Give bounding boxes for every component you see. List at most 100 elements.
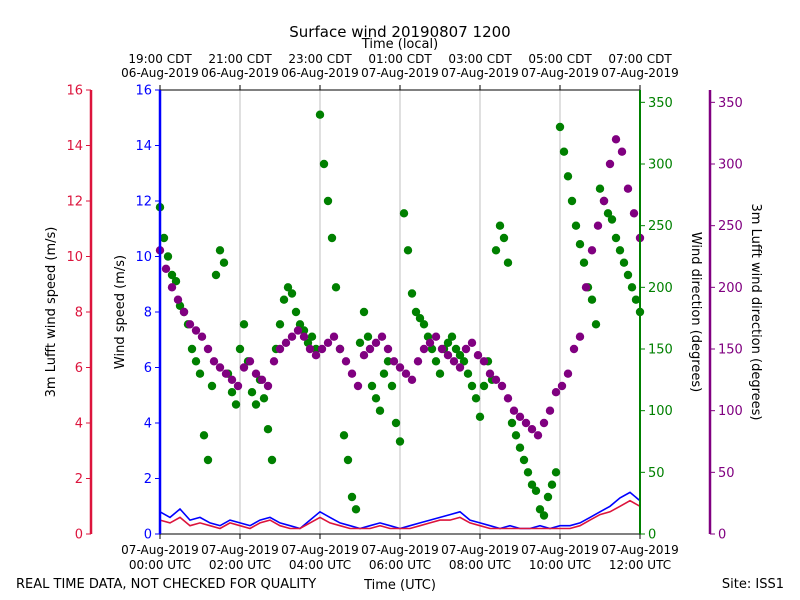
data-point-3m-lufft-wind-direction <box>371 338 381 347</box>
data-point-wind-direction <box>479 381 489 391</box>
data-point-wind-direction <box>383 357 393 366</box>
data-point-wind-direction <box>587 295 597 304</box>
data-point-wind-direction <box>623 270 633 280</box>
data-point-3m-lufft-wind-direction <box>575 332 585 341</box>
data-point-3m-lufft-wind-direction <box>293 326 303 335</box>
bottom-x-tick-time: 02:00 UTC <box>209 558 271 572</box>
data-point-3m-lufft-wind-direction <box>425 338 435 347</box>
data-point-wind-direction <box>391 418 401 428</box>
data-point-3m-lufft-wind-direction <box>527 425 537 434</box>
data-point-3m-lufft-wind-direction <box>545 406 555 415</box>
data-point-wind-direction <box>539 511 549 520</box>
data-point-3m-lufft-wind-direction <box>413 357 423 366</box>
wind-direction-tick-label: 300 <box>648 158 673 173</box>
data-point-wind-direction <box>435 369 445 378</box>
data-point-wind-direction <box>279 295 289 304</box>
data-point-wind-direction <box>251 400 261 409</box>
data-point-3m-lufft-wind-direction <box>401 369 411 378</box>
data-point-wind-direction <box>187 344 197 354</box>
wind-direction-tick-label: 250 <box>648 219 673 234</box>
data-point-3m-lufft-wind-direction <box>221 369 231 378</box>
data-point-3m-lufft-wind-direction <box>377 332 387 341</box>
top-x-tick-date: 07-Aug-2019 <box>601 66 679 80</box>
data-point-wind-direction <box>419 320 429 329</box>
data-point-wind-direction <box>463 369 473 378</box>
data-point-3m-lufft-wind-direction <box>317 344 327 354</box>
data-point-wind-direction <box>211 270 221 280</box>
data-point-3m-lufft-wind-direction <box>455 363 465 372</box>
lufft-speed-tick-label: 8 <box>75 306 83 321</box>
data-point-wind-direction <box>515 443 525 452</box>
top-x-tick-time: 01:00 CDT <box>368 52 432 66</box>
data-point-wind-direction <box>431 357 441 366</box>
data-point-3m-lufft-wind-direction <box>329 332 339 341</box>
data-point-3m-lufft-wind-direction <box>539 418 549 428</box>
top-x-tick-time: 03:00 CDT <box>448 52 512 66</box>
data-point-3m-lufft-wind-direction <box>299 332 309 341</box>
data-point-wind-direction <box>547 480 557 489</box>
data-point-wind-direction <box>395 437 405 446</box>
lufft-speed-tick-label: 4 <box>75 417 83 432</box>
data-point-wind-direction <box>323 196 333 206</box>
data-point-3m-lufft-wind-direction <box>191 326 201 335</box>
bottom-x-tick-date: 07-Aug-2019 <box>521 543 599 557</box>
lufft-direction-tick-label: 300 <box>718 158 743 173</box>
data-point-3m-lufft-wind-direction <box>503 394 513 403</box>
data-point-wind-direction <box>191 357 201 366</box>
data-point-3m-lufft-wind-direction <box>581 283 591 292</box>
data-point-wind-direction <box>343 455 353 465</box>
data-point-wind-direction <box>307 332 317 341</box>
data-point-wind-direction <box>451 344 461 354</box>
top-axis-label: Time (local) <box>361 37 438 52</box>
data-point-wind-direction <box>203 455 213 465</box>
data-point-3m-lufft-wind-direction <box>599 196 609 206</box>
data-point-3m-lufft-wind-direction <box>509 406 519 415</box>
lufft-direction-tick-label: 350 <box>718 96 743 111</box>
data-point-wind-direction <box>363 332 373 341</box>
data-point-3m-lufft-wind-direction <box>179 307 189 317</box>
bottom-axis-label: Time (UTC) <box>363 578 436 593</box>
data-point-3m-lufft-wind-direction <box>197 332 207 341</box>
wind-direction-tick-label: 0 <box>648 528 656 543</box>
data-point-3m-lufft-wind-direction <box>305 344 315 354</box>
data-point-3m-lufft-wind-direction <box>497 381 507 391</box>
data-point-3m-lufft-wind-direction <box>251 369 261 378</box>
lufft-direction-tick-label: 50 <box>718 466 735 481</box>
wind-speed-tick-label: 2 <box>144 472 152 487</box>
data-point-wind-direction <box>495 221 505 230</box>
data-point-wind-direction <box>595 184 605 193</box>
wind-speed-tick-label: 12 <box>135 195 152 210</box>
data-point-wind-direction <box>607 215 617 224</box>
data-point-wind-direction <box>579 258 589 267</box>
top-x-tick-time: 23:00 CDT <box>288 52 352 66</box>
data-point-wind-direction <box>231 400 241 409</box>
data-point-3m-lufft-wind-direction <box>569 344 579 354</box>
data-point-wind-direction <box>403 246 413 255</box>
bottom-x-tick-date: 07-Aug-2019 <box>601 543 679 557</box>
lufft-speed-tick-label: 16 <box>66 84 83 99</box>
data-point-wind-direction <box>567 196 577 206</box>
data-point-3m-lufft-wind-direction <box>479 357 489 366</box>
data-point-wind-direction <box>415 314 425 323</box>
data-point-wind-direction <box>227 388 237 397</box>
data-point-3m-lufft-wind-direction <box>383 344 393 354</box>
wind-direction-tick-label: 100 <box>648 404 673 419</box>
data-point-wind-direction <box>275 320 285 329</box>
data-point-3m-lufft-wind-direction <box>431 332 441 341</box>
data-point-3m-lufft-wind-direction <box>239 363 249 372</box>
data-point-wind-direction <box>471 394 481 403</box>
data-point-wind-direction <box>531 486 541 495</box>
lufft-direction-tick-label: 200 <box>718 281 743 296</box>
data-point-wind-direction <box>267 455 277 465</box>
data-point-wind-direction <box>219 258 229 267</box>
data-point-3m-lufft-wind-direction <box>605 159 615 169</box>
wind-speed-tick-label: 4 <box>144 417 152 432</box>
bottom-x-tick-date: 07-Aug-2019 <box>201 543 279 557</box>
data-point-3m-lufft-wind-direction <box>287 332 297 341</box>
data-point-wind-direction <box>331 283 341 292</box>
data-point-3m-lufft-wind-direction <box>485 369 495 378</box>
data-point-wind-direction <box>371 394 381 403</box>
data-point-wind-direction <box>299 326 309 335</box>
chart-title: Surface wind 20190807 1200 <box>289 23 510 41</box>
